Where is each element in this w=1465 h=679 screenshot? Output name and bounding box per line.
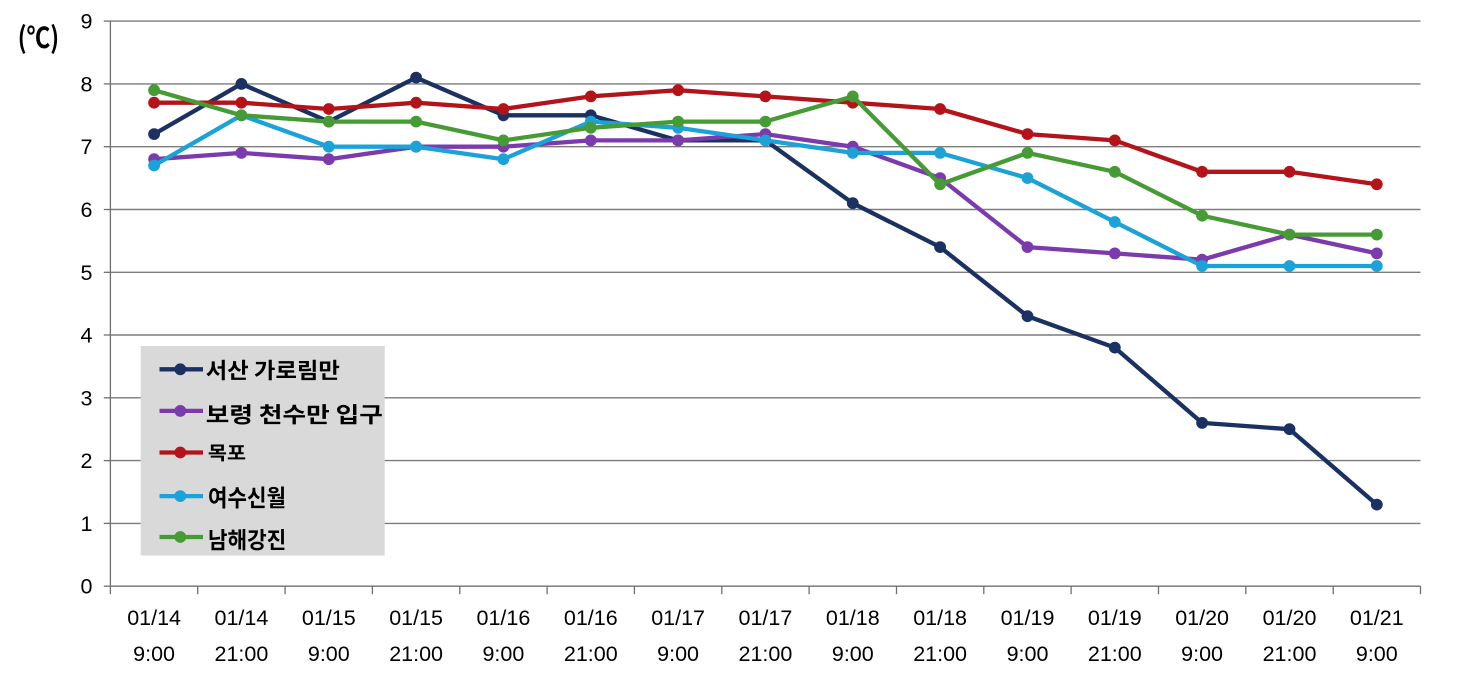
svg-text:01/14: 01/14 xyxy=(127,606,181,630)
svg-text:5: 5 xyxy=(81,261,93,285)
svg-text:1: 1 xyxy=(81,512,93,536)
svg-text:01/21: 01/21 xyxy=(1350,606,1404,630)
svg-text:2: 2 xyxy=(81,449,93,473)
svg-text:9: 9 xyxy=(81,10,93,34)
svg-text:9:00: 9:00 xyxy=(308,642,350,666)
svg-text:6: 6 xyxy=(81,198,93,222)
svg-text:9:00: 9:00 xyxy=(133,642,175,666)
svg-text:9:00: 9:00 xyxy=(657,642,699,666)
svg-text:8: 8 xyxy=(81,72,93,96)
svg-text:0: 0 xyxy=(81,575,93,599)
svg-text:21:00: 21:00 xyxy=(214,642,268,666)
svg-text:01/16: 01/16 xyxy=(476,606,530,630)
svg-text:21:00: 21:00 xyxy=(738,642,792,666)
svg-text:7: 7 xyxy=(81,135,93,159)
svg-text:01/18: 01/18 xyxy=(913,606,967,630)
svg-text:01/20: 01/20 xyxy=(1175,606,1229,630)
svg-text:01/20: 01/20 xyxy=(1263,606,1317,630)
svg-text:21:00: 21:00 xyxy=(1263,642,1317,666)
svg-text:01/19: 01/19 xyxy=(1088,606,1142,630)
svg-text:01/15: 01/15 xyxy=(302,606,356,630)
svg-text:01/15: 01/15 xyxy=(389,606,443,630)
svg-text:21:00: 21:00 xyxy=(1088,642,1142,666)
svg-text:21:00: 21:00 xyxy=(564,642,618,666)
svg-text:01/18: 01/18 xyxy=(826,606,880,630)
svg-text:01/19: 01/19 xyxy=(1001,606,1055,630)
svg-text:9:00: 9:00 xyxy=(1356,642,1398,666)
svg-text:9:00: 9:00 xyxy=(832,642,874,666)
svg-text:21:00: 21:00 xyxy=(913,642,967,666)
svg-text:01/14: 01/14 xyxy=(214,606,268,630)
svg-text:9:00: 9:00 xyxy=(1007,642,1049,666)
svg-text:9:00: 9:00 xyxy=(482,642,524,666)
svg-text:01/17: 01/17 xyxy=(651,606,705,630)
svg-text:21:00: 21:00 xyxy=(389,642,443,666)
svg-text:9:00: 9:00 xyxy=(1181,642,1223,666)
svg-text:01/17: 01/17 xyxy=(738,606,792,630)
svg-text:3: 3 xyxy=(81,386,93,410)
svg-text:4: 4 xyxy=(81,324,93,348)
svg-text:01/16: 01/16 xyxy=(564,606,618,630)
